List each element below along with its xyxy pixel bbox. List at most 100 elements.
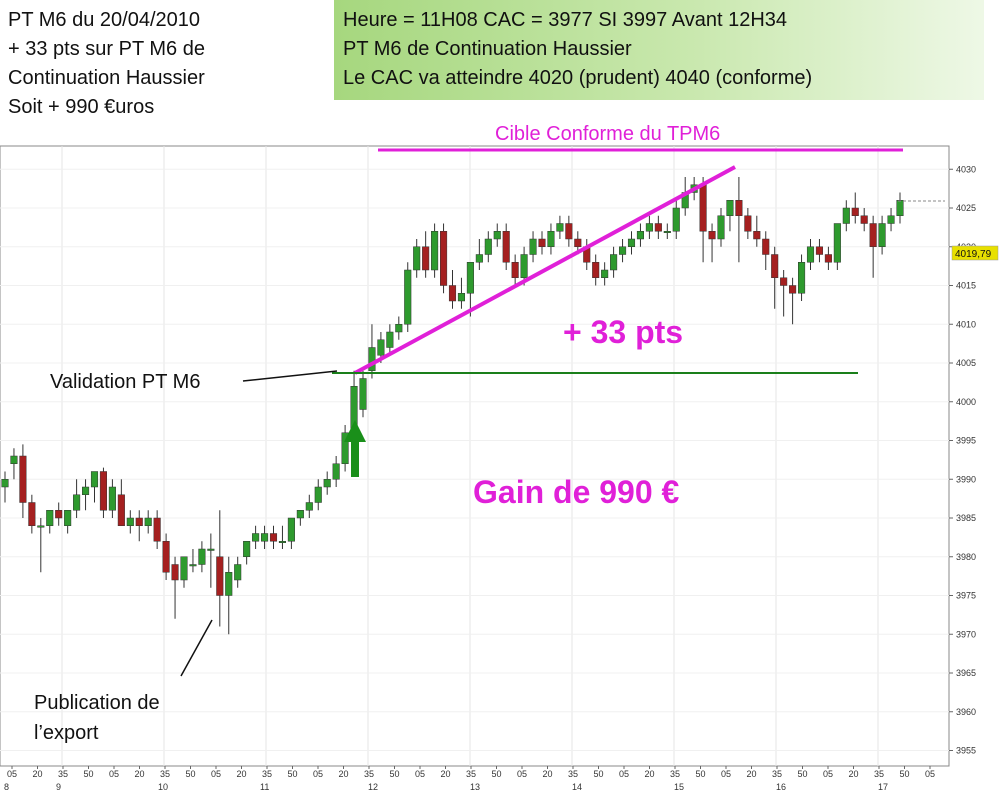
candle-body <box>708 231 716 240</box>
validation-pointer <box>242 370 338 382</box>
candle-body <box>422 246 430 271</box>
candle-body <box>762 238 770 255</box>
y-tick-label: 3985 <box>956 513 976 523</box>
x-tick-label: 05 <box>211 769 221 779</box>
y-tick-label: 3960 <box>956 707 976 717</box>
hour-label: 9 <box>56 782 61 792</box>
y-tick-label: 4005 <box>956 358 976 368</box>
candle-body <box>278 541 286 543</box>
x-tick-label: 50 <box>593 769 603 779</box>
candle-body <box>162 541 170 573</box>
x-tick-label: 20 <box>32 769 42 779</box>
x-tick-label: 50 <box>491 769 501 779</box>
summary-line-2: + 33 pts sur PT M6 de <box>8 38 205 60</box>
x-tick-label: 35 <box>874 769 884 779</box>
x-tick-label: 35 <box>58 769 68 779</box>
x-tick-label: 35 <box>772 769 782 779</box>
candle-body <box>314 486 322 503</box>
candle-body <box>475 254 483 263</box>
candle-body <box>493 231 501 240</box>
x-tick-label: 05 <box>517 769 527 779</box>
candle-body <box>359 378 367 410</box>
y-tick-label: 4025 <box>956 203 976 213</box>
x-tick-label: 35 <box>568 769 578 779</box>
hour-label: 10 <box>158 782 168 792</box>
candle-body <box>484 238 492 255</box>
x-tick-label: 50 <box>389 769 399 779</box>
candle-body <box>377 339 385 356</box>
candle-body <box>189 564 197 567</box>
points-gain-label: + 33 pts <box>563 314 683 350</box>
x-axis: 05 20 35 50 05 20 35 50 05 20 35 50 05 20 35 50 05 20 35 50… <box>4 766 935 792</box>
candle-body <box>368 347 376 371</box>
hour-label: 15 <box>674 782 684 792</box>
y-tick-label: 3995 <box>956 436 976 446</box>
candle-body <box>627 238 636 247</box>
last-price-badge <box>951 245 999 261</box>
candle-body <box>502 231 510 263</box>
candle-body <box>771 254 779 278</box>
candle-body <box>806 246 815 263</box>
publication-label-1: Publication de <box>34 692 160 714</box>
y-tick-label: 3955 <box>956 746 976 756</box>
candle-body <box>645 223 653 232</box>
candle-body <box>234 564 242 581</box>
candle-body <box>126 517 134 526</box>
candle-body <box>574 238 582 247</box>
summary-text: PT M6 du 20/04/2010 + 33 pts sur PT M6 d… <box>8 6 328 122</box>
candle-body <box>815 246 824 255</box>
y-tick-label: 3990 <box>956 474 976 484</box>
candle-body <box>654 223 662 232</box>
candle-body <box>117 494 125 526</box>
candle-body <box>735 200 743 216</box>
candle-body <box>878 223 886 247</box>
candle-body <box>180 556 188 581</box>
candle-body <box>287 517 295 542</box>
candle-body <box>305 502 313 511</box>
y-tick-label: 4000 <box>956 397 976 407</box>
hour-label: 8 <box>4 782 9 792</box>
candle-body <box>448 285 457 302</box>
candle-body <box>601 269 609 278</box>
candle-body <box>171 564 179 581</box>
hour-label: 16 <box>776 782 786 792</box>
x-tick-label: 05 <box>7 769 17 779</box>
candle-body <box>610 254 618 271</box>
publication-pointer <box>180 619 213 677</box>
x-tick-label: 05 <box>721 769 731 779</box>
candle-body <box>269 533 278 542</box>
candle-body <box>216 556 224 596</box>
candle-body <box>726 200 734 216</box>
validation-label: Validation PT M6 <box>50 371 200 393</box>
x-tick-label: 05 <box>823 769 833 779</box>
x-tick-label: 20 <box>644 769 654 779</box>
candle-body <box>466 262 474 294</box>
candle-body <box>243 541 251 557</box>
candle-body <box>198 548 206 565</box>
candle-body <box>663 231 671 233</box>
candle-body <box>225 572 233 596</box>
candle-body <box>636 231 645 240</box>
candle-body <box>824 254 832 263</box>
candle-body <box>511 262 519 278</box>
publication-label-2: l’export <box>34 722 99 744</box>
candle-body <box>833 223 841 263</box>
candle-body <box>851 207 859 216</box>
candle-body <box>332 463 340 480</box>
candle-body <box>896 200 904 216</box>
x-tick-label: 20 <box>134 769 144 779</box>
candle-body <box>261 533 269 542</box>
candle-body <box>99 471 108 511</box>
summary-line-3: Continuation Haussier <box>8 67 205 89</box>
hour-label: 13 <box>470 782 480 792</box>
candle-body <box>538 238 546 247</box>
x-tick-label: 35 <box>670 769 680 779</box>
hour-label: 11 <box>260 782 269 792</box>
candle-body <box>699 184 707 232</box>
y-tick-label: 4010 <box>956 319 976 329</box>
candle-body <box>529 238 537 255</box>
x-tick-label: 05 <box>619 769 629 779</box>
hour-label: 17 <box>878 782 888 792</box>
x-tick-label: 50 <box>797 769 807 779</box>
candle-body <box>887 215 895 224</box>
